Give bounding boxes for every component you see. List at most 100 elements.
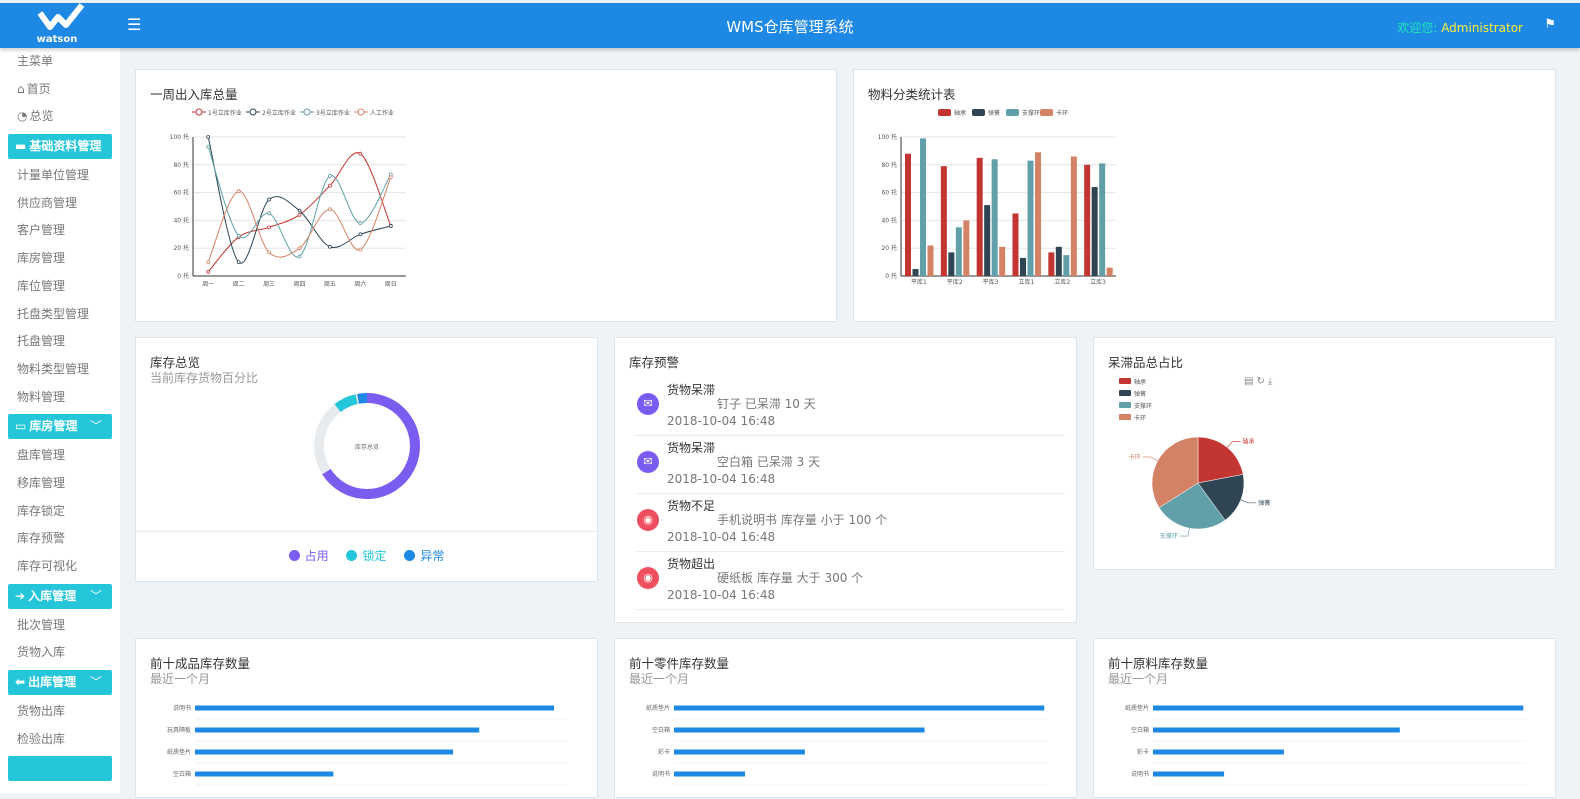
chevron-down-icon: ﹀ [89,588,102,603]
sidebar-item-label: 物料类型管理 [17,361,90,376]
overview-donut: 库存总览 [314,393,420,499]
sidebar-item-8[interactable]: 库位管理 [0,273,120,301]
sidebar-group-13[interactable]: ▭ 库房管理 ﹀ [8,414,112,440]
legend-label: 支撑环 [1134,402,1152,410]
sidebar-group-3[interactable]: ▬ 基础资料管理 [8,134,112,160]
overview-legend: 占用 锁定 异常 [136,547,597,564]
x-tick-label: 周日 [385,281,397,288]
alert-time: 2018-10-04 16:48 [667,472,776,486]
pie-slice [1151,436,1199,508]
y-category-label: 说明书 [652,770,670,778]
sidebar-item-18[interactable]: 库存可视化 [0,553,120,581]
y-category-label: 说明书 [173,704,191,712]
hamburger-icon[interactable]: ☰ [127,15,142,34]
legend-item[interactable]: 轴承 [938,109,966,117]
legend-item[interactable]: 卡环 [1119,414,1146,422]
bar [1153,705,1524,711]
bar [1035,152,1041,276]
legend-item[interactable]: 2号立库作业 [246,108,296,117]
legend-item[interactable]: 1号立库作业 [192,108,242,117]
sidebar-item-10[interactable]: 托盘管理 [0,328,120,356]
sidebar-item-9[interactable]: 托盘类型管理 [0,301,120,329]
legend-abnormal[interactable]: 异常 [404,549,444,563]
sidebar-item-23[interactable]: 货物出库 [0,698,120,726]
group-icon: ➔ [15,588,26,603]
data-point [297,246,302,251]
sidebar-item-label: 库位管理 [17,278,66,293]
bar [1153,727,1400,733]
x-tick-label: 平库2 [947,278,963,286]
data-point [206,135,211,139]
data-view-icon[interactable]: ▤ [1244,376,1257,387]
flag-icon[interactable]: ⚑ [1544,17,1556,32]
data-point [328,183,332,188]
sidebar-group-25[interactable] [8,756,112,782]
bar [674,705,1045,711]
data-point [297,212,302,217]
alert-item[interactable]: ◉ 货物不足 手机说明书 库存量 小于 100 个 2018-10-04 16:48 [635,494,1065,552]
download-icon[interactable]: ⤓ [1267,376,1276,387]
y-category-label: 空白箱 [652,726,670,734]
alert-item[interactable]: ✉ 货物呆滞 钉子 已呆滞 10 天 2018-10-04 16:48 [635,378,1065,436]
sidebar-item-24[interactable]: 检验出库 [0,726,120,754]
legend-swatch [1119,402,1131,408]
alert-item[interactable]: ✉ 货物呆滞 空白箱 已呆滞 3 天 2018-10-04 16:48 [635,436,1065,494]
sidebar-item-5[interactable]: 供应商管理 [0,190,120,218]
sidebar-item-12[interactable]: 物料管理 [0,384,120,412]
data-point [236,260,241,265]
donut-center-label: 库存总览 [355,443,379,451]
legend-label: 轴承 [954,109,966,117]
sidebar-item-15[interactable]: 移库管理 [0,470,120,498]
sidebar-item-1[interactable]: ⌂ 首页 [0,76,120,104]
data-point [206,269,211,274]
bar [195,749,454,755]
legend-item[interactable]: 卡环 [1040,109,1068,117]
legend-item[interactable]: 支撑环 [1006,109,1040,117]
y-category-label: 玩具隔板 [167,726,191,734]
sidebar-item-21[interactable]: 货物入库 [0,639,120,667]
legend-label: 轴承 [1134,378,1146,386]
sidebar-item-20[interactable]: 批次管理 [0,612,120,640]
legend-marker [249,108,257,116]
sidebar-item-16[interactable]: 库存锁定 [0,498,120,526]
legend-item[interactable]: 3号立库作业 [300,108,350,117]
username[interactable]: Administrator [1441,21,1523,35]
refresh-icon[interactable]: ↻ [1256,376,1268,387]
sidebar-item-14[interactable]: 盘库管理 [0,442,120,470]
alert-heading: 货物呆滞 [667,441,716,455]
sidebar-item-6[interactable]: 客户管理 [0,217,120,245]
sidebar-group-19[interactable]: ➔ 入库管理 ﹀ [8,583,112,609]
sidebar-item-7[interactable]: 库房管理 [0,245,120,273]
legend-item[interactable]: 弹簧 [972,109,1000,117]
alert-item[interactable]: ◉ 货物超出 硬纸板 库存量 大于 300 个 2018-10-04 16:48 [635,552,1065,610]
sidebar-item-label: 库存可视化 [17,559,78,573]
dashboard-icon: ◔ [17,109,28,124]
y-tick-label: 100 托 [170,133,189,141]
sidebar-group-label: 入库管理 [28,588,77,603]
card-title: 库存预警 [629,355,680,370]
legend-item[interactable]: 人工作业 [354,108,394,117]
sidebar-group-22[interactable]: ⬅ 出库管理 ﹀ [8,670,112,696]
legend-item[interactable]: 支撑环 [1119,402,1152,410]
mail-icon: ✉ [637,451,659,473]
legend-item[interactable]: 轴承 [1119,378,1146,386]
data-point [206,144,211,149]
legend-item[interactable]: 弹簧 [1119,390,1146,398]
x-tick-label: 立库2 [1054,278,1070,286]
legend-swatch [972,109,985,116]
sidebar-item-4[interactable]: 计量单位管理 [0,162,120,190]
legend-locked[interactable]: 锁定 [346,549,387,563]
sidebar-item-0: 主菜单 [0,48,120,76]
watson-logo[interactable]: watson [22,3,92,48]
sidebar-item-2[interactable]: ◔ 总览 [0,103,120,131]
card-title: 前十原料库存数量 [1108,656,1209,671]
sidebar-item-11[interactable]: 物料类型管理 [0,356,120,384]
y-category-label: 空白箱 [173,770,191,778]
sidebar-item-17[interactable]: 库存预警 [0,525,120,553]
bar [955,227,962,276]
card-title: 前十零件库存数量 [629,656,730,671]
y-tick-label: 100 托 [878,133,897,141]
legend-occupied[interactable]: 占用 [288,549,329,563]
checkmark-logo-icon [37,3,85,30]
